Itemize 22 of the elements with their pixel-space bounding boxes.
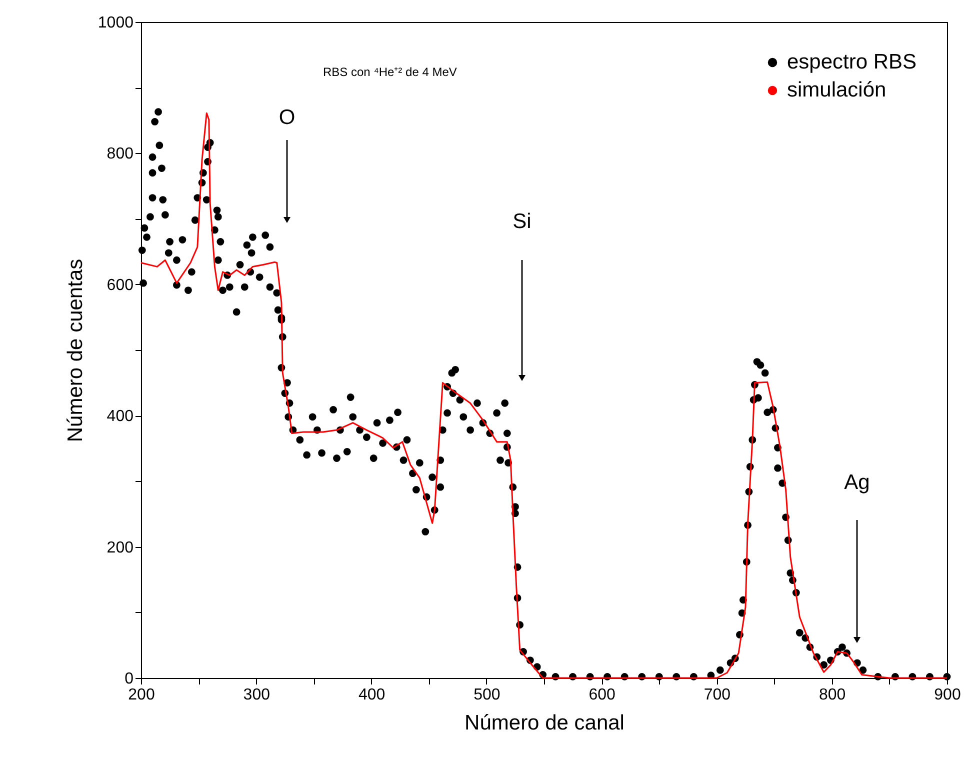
text: RBS con ⁴He⁺² de 4 MeV <box>323 65 457 79</box>
annotation: O <box>278 106 296 129</box>
x-tick-label: 200 <box>128 686 155 704</box>
y-tick-label: 600 <box>106 276 134 294</box>
legend-label: espectro RBS <box>787 50 917 74</box>
y-tick-label: 800 <box>106 146 134 163</box>
y-tick-label: 400 <box>106 408 134 426</box>
y-axis-title: Número de cuentas <box>64 258 87 442</box>
y-tick-label: 200 <box>106 539 134 556</box>
y-tick-label: 1000 <box>98 14 134 32</box>
x-tick-label: 700 <box>704 686 731 704</box>
x-tick-label: 900 <box>934 686 961 704</box>
x-tick-label: 500 <box>474 686 500 704</box>
annotation: Ag <box>844 471 870 494</box>
legend-label: simulación <box>787 78 886 102</box>
y-tick-label: 0 <box>124 670 134 688</box>
x-tick-label: 300 <box>243 686 270 704</box>
annotation: Si <box>512 210 532 233</box>
x-tick-label: 400 <box>358 686 386 704</box>
x-axis-title: Número de canal <box>464 712 624 734</box>
x-tick-label: 800 <box>819 686 846 704</box>
x-tick-label: 600 <box>588 686 616 704</box>
